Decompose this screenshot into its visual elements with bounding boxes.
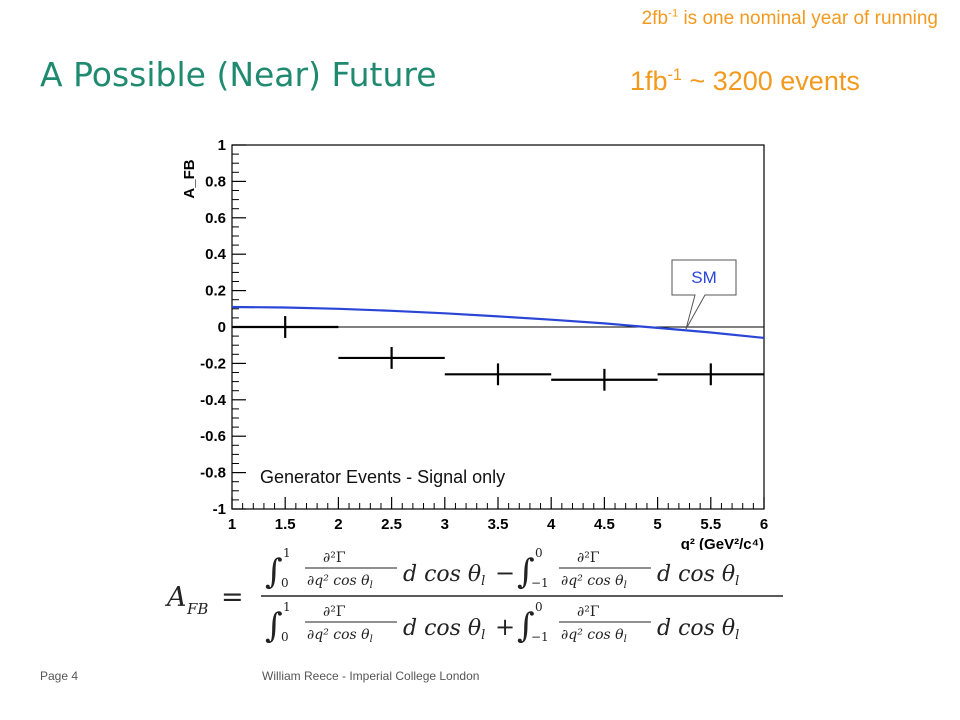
y-tick-label: 0.8 bbox=[205, 173, 226, 190]
svg-text:∫: ∫ bbox=[517, 552, 535, 592]
svg-text:1: 1 bbox=[283, 546, 291, 560]
svg-text:∂q² cos θl: ∂q² cos θl bbox=[561, 573, 627, 591]
svg-text:−1: −1 bbox=[531, 630, 549, 643]
y-axis-label: A_FB bbox=[181, 159, 198, 198]
y-tick-label: -0.6 bbox=[200, 428, 226, 445]
svg-text:∂²Γ: ∂²Γ bbox=[577, 550, 600, 566]
slide-title: A Possible (Near) Future bbox=[40, 55, 437, 94]
afb-chart: 1 1.5 2 2.5 3 3.5 4 4.5 5 5.5 6 -1 -0.8 -0.6 -0.4 -0.2 0… bbox=[181, 137, 768, 550]
svg-text:∂q² cos θl: ∂q² cos θl bbox=[561, 627, 627, 643]
svg-text:d cos θl: d cos θl bbox=[657, 562, 739, 589]
svg-text:0: 0 bbox=[535, 600, 543, 614]
y-tick-label: -0.8 bbox=[200, 465, 226, 482]
svg-text:1: 1 bbox=[283, 600, 291, 614]
svg-text:∫: ∫ bbox=[265, 606, 283, 643]
svg-text:d cos θl: d cos θl bbox=[403, 562, 485, 589]
svg-text:∂²Γ: ∂²Γ bbox=[323, 550, 346, 566]
x-tick-label: 6 bbox=[760, 516, 768, 533]
svg-text:∂²Γ: ∂²Γ bbox=[323, 604, 346, 620]
y-tick-label: 1 bbox=[218, 137, 226, 154]
data-points-group bbox=[232, 316, 764, 391]
chart-annotation: Generator Events - Signal only bbox=[260, 467, 505, 487]
y-tick-label: 0 bbox=[218, 319, 226, 336]
y-tick-label: 0.4 bbox=[205, 246, 227, 263]
data-point bbox=[338, 347, 445, 369]
svg-text:∫: ∫ bbox=[265, 552, 283, 592]
svg-text:−1: −1 bbox=[531, 576, 549, 590]
y-tick-label: 0.6 bbox=[205, 210, 226, 227]
luminosity-note: 2fb-1 is one nominal year of running bbox=[641, 7, 938, 29]
data-point bbox=[551, 368, 658, 391]
x-axis-label: q² (GeV²/c⁴) bbox=[681, 536, 764, 550]
svg-text:0: 0 bbox=[281, 630, 289, 643]
svg-text:d cos θl: d cos θl bbox=[657, 616, 739, 643]
svg-text:0: 0 bbox=[281, 576, 289, 590]
x-tick-label: 5 bbox=[653, 516, 661, 533]
sm-curve bbox=[231, 305, 765, 339]
y-tick-label: -0.2 bbox=[200, 355, 226, 372]
x-tick-label: 4.5 bbox=[594, 516, 615, 533]
svg-text:A: A bbox=[165, 582, 187, 613]
svg-text:∂²Γ: ∂²Γ bbox=[577, 604, 600, 620]
x-tick-label: 2.5 bbox=[381, 516, 402, 533]
x-tick-label: 1.5 bbox=[275, 516, 296, 533]
svg-text:∂q² cos θl: ∂q² cos θl bbox=[307, 627, 373, 643]
footer-author: William Reece - Imperial College London bbox=[262, 669, 480, 683]
svg-text:−: − bbox=[495, 559, 515, 587]
chart-tick-labels: 1 1.5 2 2.5 3 3.5 4 4.5 5 5.5 6 -1 -0.8 -0.6 -0.4 -0.2 0… bbox=[181, 137, 768, 550]
sm-curve-group bbox=[231, 305, 765, 339]
sm-label: SM bbox=[691, 268, 717, 287]
svg-text:∂q² cos θl: ∂q² cos θl bbox=[307, 573, 373, 591]
x-tick-label: 3.5 bbox=[488, 516, 509, 533]
afb-formula: A FB = ∫ 1 0 ∂²Γ ∂q² cos θl d cos θl − ∫… bbox=[165, 546, 783, 643]
sm-callout: SM bbox=[671, 259, 737, 330]
x-tick-label: 1 bbox=[228, 516, 236, 533]
svg-text:+: + bbox=[495, 613, 515, 641]
events-per-luminosity: 1fb-1 ~ 3200 events bbox=[630, 66, 860, 96]
y-tick-label: 0.2 bbox=[205, 283, 226, 300]
svg-text:∫: ∫ bbox=[517, 606, 535, 643]
y-tick-label: -0.4 bbox=[200, 392, 227, 409]
x-tick-label: 3 bbox=[441, 516, 449, 533]
y-tick-label: -1 bbox=[213, 501, 226, 518]
data-point bbox=[657, 363, 764, 386]
svg-text:0: 0 bbox=[535, 546, 543, 560]
x-tick-label: 4 bbox=[547, 516, 556, 533]
svg-text:=: = bbox=[221, 582, 244, 613]
footer-page-number: Page 4 bbox=[40, 669, 79, 683]
x-tick-label: 2 bbox=[334, 516, 342, 533]
svg-text:d cos θl: d cos θl bbox=[403, 616, 485, 643]
data-point bbox=[444, 363, 552, 386]
x-tick-label: 5.5 bbox=[700, 516, 721, 533]
data-point bbox=[232, 316, 339, 338]
svg-text:FB: FB bbox=[186, 600, 208, 618]
